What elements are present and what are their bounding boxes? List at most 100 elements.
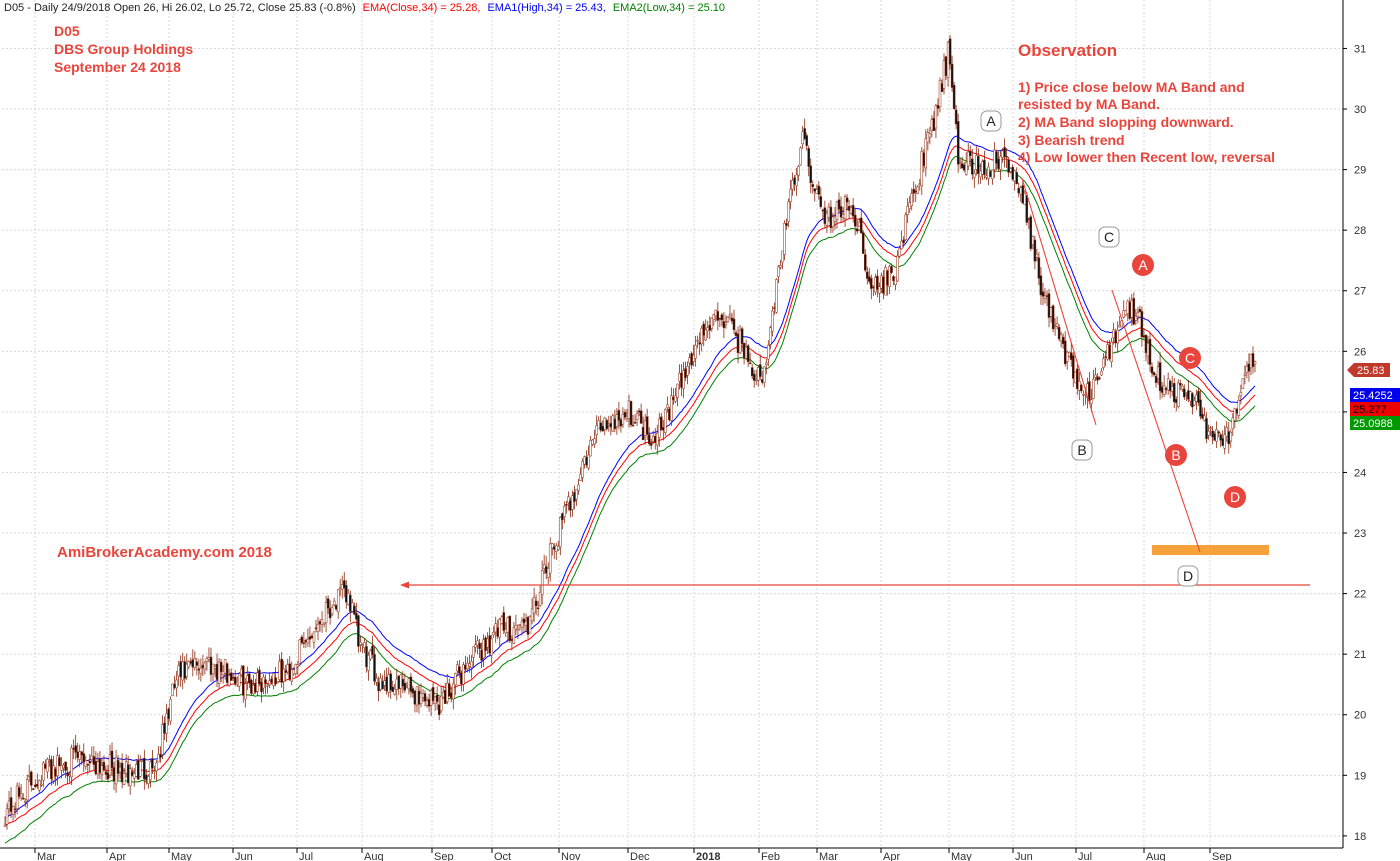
candle-body (240, 668, 243, 675)
candle-body (815, 189, 819, 194)
candle-body (660, 416, 663, 430)
candle-body (1011, 166, 1014, 180)
candle-body (1112, 329, 1115, 338)
candle-body (1201, 413, 1204, 419)
candle-body (1189, 391, 1192, 402)
candle-body (746, 345, 750, 362)
observation-title: Observation (1018, 41, 1117, 60)
candle-body (177, 665, 180, 677)
candle-body (191, 659, 195, 668)
candle-body (914, 190, 917, 193)
candle-body (563, 505, 566, 517)
candle-body (732, 318, 736, 330)
candle-body (851, 205, 855, 217)
candle-body (86, 764, 90, 766)
candle-body (615, 414, 619, 427)
candle-body (680, 372, 683, 388)
candle-body (1092, 378, 1095, 399)
candle-body (906, 206, 909, 215)
candle-body (621, 413, 625, 425)
candle-body (1249, 354, 1253, 369)
candle-body (1130, 300, 1134, 318)
candle-body (82, 753, 86, 763)
candle-body (286, 664, 289, 673)
candle-body (429, 690, 433, 706)
candle-body (1243, 373, 1247, 376)
candle-body (649, 443, 653, 446)
candle-body (1021, 185, 1025, 204)
candle-body (795, 174, 798, 187)
candle-body (627, 400, 631, 419)
candle-body (359, 641, 362, 645)
candle-body (857, 221, 861, 227)
candle-body (932, 117, 936, 131)
candle-body (1187, 390, 1190, 400)
candle-body (1136, 312, 1140, 317)
header-prefix: D05 - Daily 24/9/2018 Open 26, Hi 26.02,… (4, 2, 356, 14)
candle-body (1138, 309, 1142, 312)
candle-body (767, 344, 770, 360)
candle-body (1027, 218, 1031, 220)
candle-body (504, 629, 508, 634)
candle-body (635, 413, 639, 420)
candle-body (312, 631, 316, 643)
target-zone-bar (1152, 545, 1269, 555)
candle-body (573, 491, 576, 502)
candle-body (1162, 385, 1166, 395)
candle-body (318, 621, 322, 625)
candle-body (641, 427, 645, 441)
candle-body (542, 564, 546, 569)
candle-body (855, 228, 859, 232)
candle-body (181, 661, 184, 681)
candle-body (32, 788, 35, 790)
candle-body (44, 763, 47, 769)
candle-body (971, 158, 974, 175)
candle-body (187, 660, 191, 668)
candle-body (343, 580, 346, 589)
candle-body (326, 598, 330, 609)
candle-body (991, 169, 994, 180)
wave-label-d-red-text: D (1230, 489, 1240, 505)
y-tick-label: 20 (1354, 710, 1366, 722)
candle-body (962, 164, 966, 171)
candle-body (595, 425, 598, 436)
candle-body (989, 171, 992, 177)
candle-body (1007, 159, 1010, 173)
candle-body (445, 682, 449, 702)
candle-body (825, 212, 829, 226)
wave-label-b-red-text: B (1171, 447, 1180, 463)
candle-body (759, 364, 762, 377)
candle-body (609, 423, 613, 428)
candle-body (494, 623, 497, 633)
candle-body (843, 196, 847, 220)
observation-line-1: 1) Price close below MA Band and (1018, 79, 1245, 95)
candle-body (1221, 438, 1224, 446)
candle-body (23, 800, 27, 803)
candle-body (904, 214, 907, 240)
candle-body (916, 186, 920, 194)
y-tick-label: 27 (1354, 286, 1366, 298)
candle-body (593, 438, 596, 445)
candle-body (280, 658, 283, 683)
candle-body (581, 461, 584, 478)
candle-body (1229, 431, 1233, 442)
observation-line-4: 3) Bearish trend (1018, 132, 1125, 148)
price-tag-ema-low: 25.0988 (1350, 416, 1400, 430)
candle-body (193, 658, 197, 668)
candle-body (993, 149, 996, 170)
candle-body (777, 266, 780, 277)
candle-body (571, 495, 574, 510)
candle-body (389, 673, 392, 691)
candle-body (1078, 381, 1081, 391)
candle-body (536, 607, 540, 610)
ema-band (4, 135, 1256, 844)
candle-body (995, 151, 998, 164)
candle-body (1253, 361, 1257, 365)
candle-body (211, 663, 215, 675)
candle-body (197, 668, 201, 671)
candle-body (377, 682, 380, 692)
candle-body (38, 780, 41, 791)
candle-body (50, 759, 53, 780)
candle-body (506, 617, 510, 633)
candle-body (1076, 368, 1079, 389)
